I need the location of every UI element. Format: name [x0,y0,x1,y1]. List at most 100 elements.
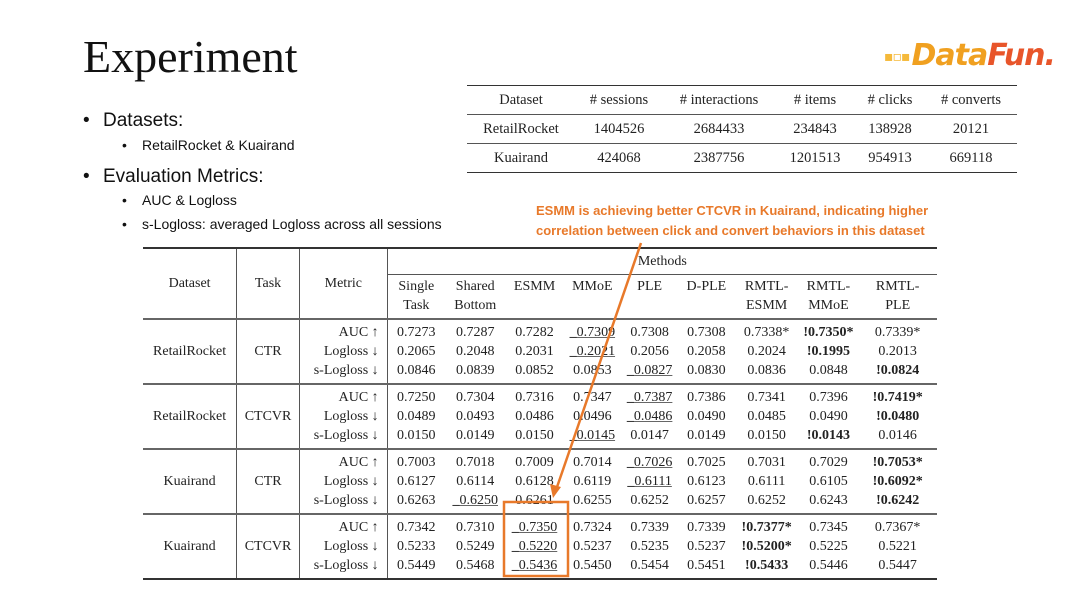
value-text: 0.7025 [687,454,726,470]
value-text: 0.6263 [397,492,436,508]
value-cell: 0.7031 [734,447,799,472]
task-cell: CTR [236,447,300,514]
value-text: 0.6127 [397,473,436,489]
value-cell: _0.2021 [563,342,621,361]
value-cell: _0.7026 [621,447,679,472]
method-name-line: RMTL- [875,278,920,294]
value-text: 0.7003 [397,454,436,470]
dataset-statistics-table: Dataset # sessions # interactions # item… [467,85,1017,173]
method-header: Shared Bottom [445,274,506,319]
value-cell: 0.7316 [505,382,564,407]
value-text: 0.5237 [687,538,726,554]
value-cell: 0.5449 [387,556,445,579]
value-cell: 0.0150 [506,426,564,449]
value-cell: !0.7053* [858,447,937,472]
cell: 138928 [868,120,912,137]
value-cell: 0.6252 [735,491,799,514]
cell: RetailRocket [483,120,559,137]
metric-cell: s-Logloss ↓ [299,425,388,449]
value-text: !0.0824 [876,362,920,378]
value-text: 0.6243 [809,492,848,508]
value-text: 0.2031 [515,343,554,359]
results-table: Dataset Task Metric Methods Single Task Shared… [143,247,937,580]
dataset-cell: Kuairand [143,447,238,514]
bullet-metrics: • Evaluation Metrics: [83,166,264,187]
method-header: RMTL- ESMM [735,274,799,319]
method-name-line: Bottom [454,297,497,313]
table-row: Logloss ↓ 0.2065 0.2048 0.2031 _0.2021 0.2056… [143,341,937,361]
value-text: 0.0146 [878,427,917,443]
value-cell: 0.6261 [506,491,564,514]
value-text: 0.5454 [630,557,669,573]
value-cell: _0.0827 [621,361,678,384]
value-cell: 0.5221 [858,537,937,556]
value-cell: 0.0839 [445,361,506,384]
value-cell: 0.2056 [621,342,678,361]
metric-cell: Logloss ↓ [299,471,388,491]
method-name-line: D-PLE [686,278,727,294]
value-cell: 0.5225 [799,537,859,556]
value-text: 0.5446 [809,557,848,573]
value-cell: 0.0490 [678,407,735,426]
value-text: _0.7026 [626,454,673,470]
value-text: _0.5220 [511,538,558,554]
value-cell: 0.6243 [799,491,859,514]
value-cell: 0.6123 [678,472,735,491]
sub-bullet-text: s-Logloss: averaged Logloss across all s… [142,216,442,232]
method-header: PLE [621,274,678,319]
value-cell: 0.0150 [735,426,799,449]
task-cell: CTCVR [236,382,300,449]
method-name-line: ESMM [746,297,788,313]
value-text: !0.5433 [745,557,789,573]
value-cell: 0.7310 [444,512,506,537]
value-text: _0.5436 [511,557,558,573]
task-cell: CTCVR [236,512,300,579]
metric-cell: AUC ↑ [299,447,388,472]
method-name-line: RMTL- [806,278,851,294]
value-cell: !0.7350* [798,317,859,342]
value-text: 0.7367* [874,519,921,535]
value-text: 0.0839 [456,362,495,378]
cell: 1201513 [789,149,841,166]
value-text: 0.0853 [573,362,612,378]
value-text: 0.0147 [630,427,669,443]
value-cell: !0.6242 [858,491,937,514]
value-cell: !0.7377* [734,512,799,537]
value-cell: 0.2031 [506,342,564,361]
cell: 234843 [793,120,837,137]
sub-bullet: • AUC & Logloss [122,192,237,208]
metric-cell: Logloss ↓ [299,536,388,556]
value-text: 0.6114 [456,473,495,489]
method-name-line [506,296,564,315]
dataset-cell: RetailRocket [143,317,238,384]
method-name-line [563,296,621,315]
value-text: 0.0149 [456,427,495,443]
value-cell: 0.0493 [445,407,506,426]
value-cell: 0.7250 [387,382,445,407]
cell: 1404526 [593,120,645,137]
value-text: 0.5449 [397,557,436,573]
metric-cell: Logloss ↓ [299,341,388,361]
value-cell: 0.0489 [387,407,445,426]
value-text: 0.0496 [573,408,612,424]
value-text: 0.7308 [630,324,669,340]
method-name-line: ESMM [513,278,556,294]
header-row: Dataset Task Metric Methods [143,248,937,319]
value-cell: 0.5450 [563,556,621,579]
cell: 424068 [597,149,641,166]
metric-cell: s-Logloss ↓ [299,360,388,384]
value-text: 0.7316 [515,389,554,405]
method-name-line: RMTL- [744,278,789,294]
value-text: 0.2065 [397,343,436,359]
value-cell: 0.7287 [444,317,506,342]
value-cell: _0.6111 [621,472,678,491]
value-cell: 0.5451 [678,556,735,579]
value-text: _0.7350 [511,519,558,535]
value-cell: 0.7273 [387,317,445,342]
value-cell: 0.6252 [621,491,678,514]
sub-bullet-text: RetailRocket & Kuairand [142,137,295,153]
value-text: 0.7304 [456,389,495,405]
method-name-line: Single [398,278,435,294]
value-text: 0.0836 [747,362,786,378]
value-text: 0.0149 [687,427,726,443]
